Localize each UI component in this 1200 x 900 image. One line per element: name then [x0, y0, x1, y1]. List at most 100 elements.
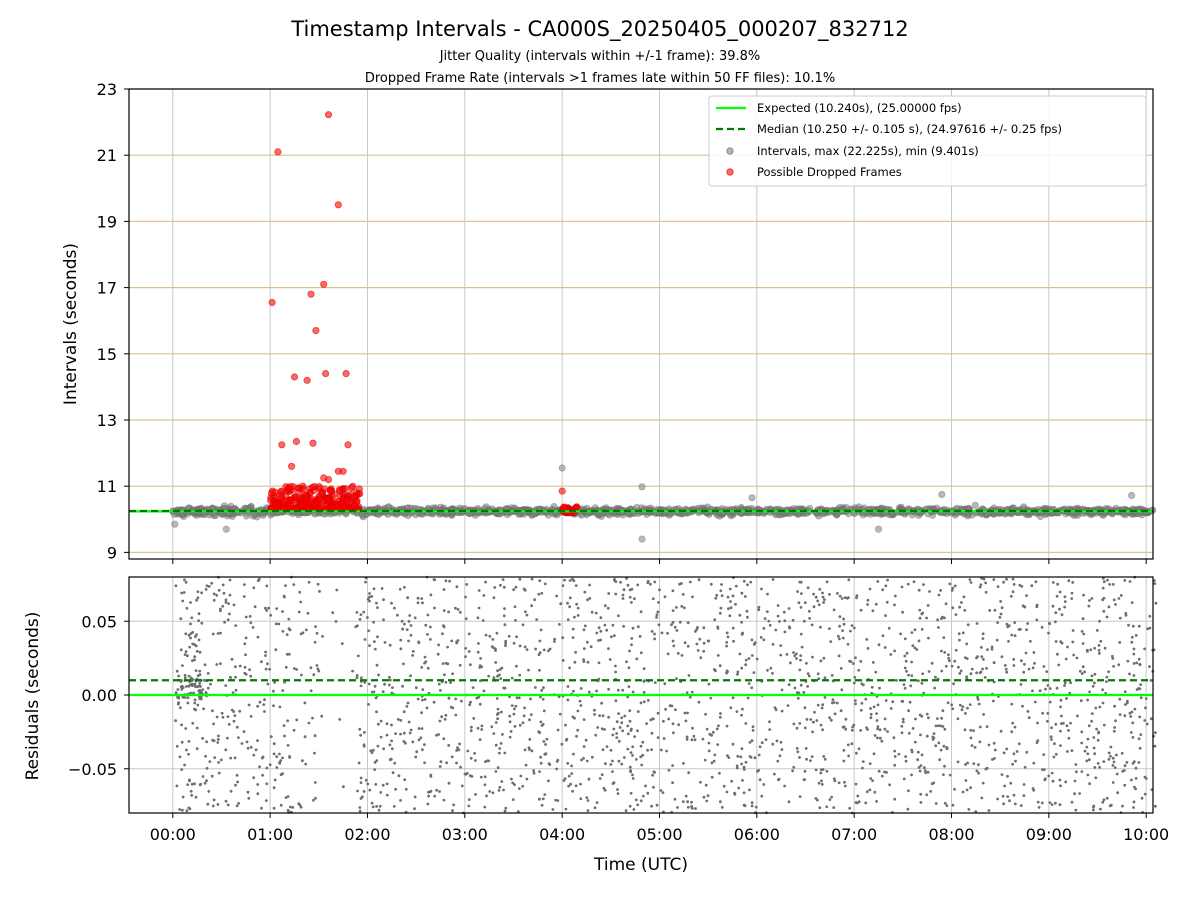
residual-point: [556, 799, 560, 802]
residual-point: [937, 741, 941, 745]
residual-point: [373, 640, 376, 643]
residual-point: [709, 582, 713, 586]
residual-point: [504, 641, 507, 645]
dropped-frame-point: [292, 437, 300, 446]
residual-point: [825, 580, 829, 584]
residual-point: [383, 641, 387, 644]
residual-point: [212, 592, 216, 596]
residual-point: [303, 735, 307, 739]
residual-point: [585, 796, 589, 799]
residual-point: [746, 696, 750, 700]
residual-point: [593, 708, 596, 712]
residual-point: [221, 583, 225, 587]
residual-point: [675, 629, 679, 632]
residual-point: [1152, 579, 1156, 582]
residual-point: [857, 800, 861, 804]
residual-point: [1002, 802, 1005, 806]
residual-point: [686, 711, 689, 715]
residual-point: [1013, 621, 1017, 624]
residual-point: [439, 689, 442, 692]
residual-point: [378, 804, 382, 808]
residual-point: [719, 800, 722, 804]
residual-point: [1025, 628, 1028, 632]
dropped-frame-point: [315, 492, 323, 501]
residual-point: [707, 682, 711, 686]
intervals-x-ticks: [172, 559, 1147, 564]
residual-point: [614, 699, 618, 703]
residual-point: [965, 642, 969, 646]
residual-point: [1126, 659, 1130, 663]
residual-point: [1123, 764, 1127, 768]
residual-point: [884, 614, 887, 617]
residual-point: [613, 579, 616, 582]
residual-point: [439, 760, 443, 764]
residual-point: [731, 742, 735, 746]
residual-point: [340, 642, 344, 645]
residual-point: [999, 729, 1003, 733]
residual-point: [872, 705, 876, 709]
residual-point: [1122, 769, 1126, 772]
residual-point: [371, 805, 375, 809]
residual-point: [193, 643, 197, 647]
residual-point: [590, 610, 594, 614]
residual-point: [821, 728, 824, 732]
residual-point: [535, 618, 539, 621]
residual-point: [503, 809, 507, 813]
residual-point: [799, 580, 803, 584]
residual-point: [1040, 626, 1044, 629]
residual-point: [188, 779, 191, 783]
residual-point: [286, 744, 290, 747]
residual-point: [823, 696, 827, 699]
residual-point: [491, 638, 495, 641]
residual-point: [736, 672, 739, 676]
residual-point: [1067, 736, 1071, 740]
residual-point: [469, 756, 473, 760]
residual-point: [910, 631, 914, 634]
residual-point: [634, 758, 638, 761]
residual-point: [256, 792, 260, 796]
residual-point: [976, 695, 979, 699]
residual-point: [1046, 684, 1050, 687]
residuals-reference-lines: [129, 679, 1153, 697]
residual-point: [588, 597, 592, 600]
residual-point: [621, 688, 625, 692]
residual-point: [764, 738, 768, 741]
residual-point: [759, 636, 763, 639]
residual-point: [1095, 727, 1098, 731]
residual-point: [1109, 803, 1113, 807]
residual-point: [525, 777, 529, 781]
residual-point: [712, 668, 716, 671]
residual-point: [1086, 698, 1089, 702]
residual-point: [1060, 714, 1063, 718]
residual-point: [877, 643, 881, 647]
residual-point: [585, 640, 589, 644]
residual-point: [925, 712, 929, 716]
residual-point: [540, 591, 544, 595]
residual-point: [740, 762, 743, 766]
residual-point: [188, 683, 192, 687]
residual-point: [796, 590, 799, 593]
residual-point: [798, 795, 802, 798]
residual-point: [251, 626, 255, 629]
residual-point: [287, 652, 291, 656]
residual-point: [249, 745, 253, 749]
residual-point: [566, 618, 570, 621]
residual-point: [189, 676, 193, 680]
residual-point: [748, 741, 752, 744]
residual-point: [189, 691, 193, 695]
residual-point: [376, 635, 379, 639]
residual-point: [953, 787, 956, 791]
residual-point: [614, 664, 617, 668]
residual-point: [286, 808, 290, 812]
residual-point: [542, 648, 546, 652]
residual-point: [504, 644, 507, 647]
residual-point: [474, 793, 477, 796]
residual-point: [179, 648, 183, 652]
residual-point: [1046, 719, 1049, 723]
residual-point: [189, 789, 193, 793]
residual-point: [372, 690, 376, 694]
residual-point: [281, 689, 285, 692]
residual-point: [1012, 664, 1016, 667]
x-tick-label: 10:00: [1123, 825, 1169, 844]
residual-point: [180, 740, 184, 744]
